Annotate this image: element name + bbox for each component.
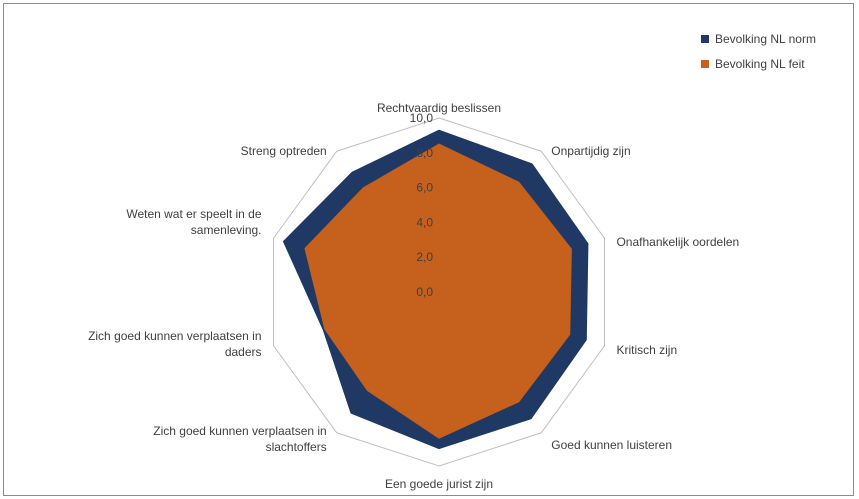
category-label: Zich goed kunnen verplaatsen in slachtoff… [153, 424, 326, 454]
chart-frame: 0,0 2,0 4,0 6,0 8,0 10,0 Rechtvaardig beslisse… [3, 3, 854, 496]
category-label: Een goede jurist zijn [385, 477, 493, 491]
series-area-1 [304, 143, 572, 439]
outer-gridline [273, 117, 605, 467]
category-label: Onafhankelijk oordelen [616, 235, 739, 249]
category-label: Onpartijdig zijn [551, 144, 630, 158]
r-tick-label: 8,0 [416, 146, 433, 160]
category-label: Streng optreden [241, 144, 327, 158]
legend-label-norm: Bevolking NL norm [715, 31, 816, 46]
legend-label-feit: Bevolking NL feit [715, 56, 805, 71]
r-tick-label: 2,0 [416, 250, 433, 264]
legend-swatch-feit [701, 59, 709, 68]
legend-swatch-norm [701, 34, 709, 43]
category-label: Goed kunnen luisteren [551, 438, 672, 452]
r-tick-label: 4,0 [416, 215, 433, 229]
category-label: Rechtvaardig beslissen [377, 101, 501, 115]
legend-item-feit: Bevolking NL feit [701, 51, 816, 76]
r-tick-label: 0,0 [416, 285, 433, 299]
legend-item-norm: Bevolking NL norm [701, 26, 816, 51]
legend: Bevolking NL norm Bevolking NL feit [701, 26, 816, 76]
r-tick-label: 10,0 [410, 111, 434, 125]
category-label: Zich goed kunnen verplaatsen in daders [88, 329, 261, 359]
category-label: Kritisch zijn [616, 343, 677, 357]
r-tick-label: 6,0 [416, 181, 433, 195]
category-label: Weten wat er speelt in de samenleving. [126, 207, 262, 237]
